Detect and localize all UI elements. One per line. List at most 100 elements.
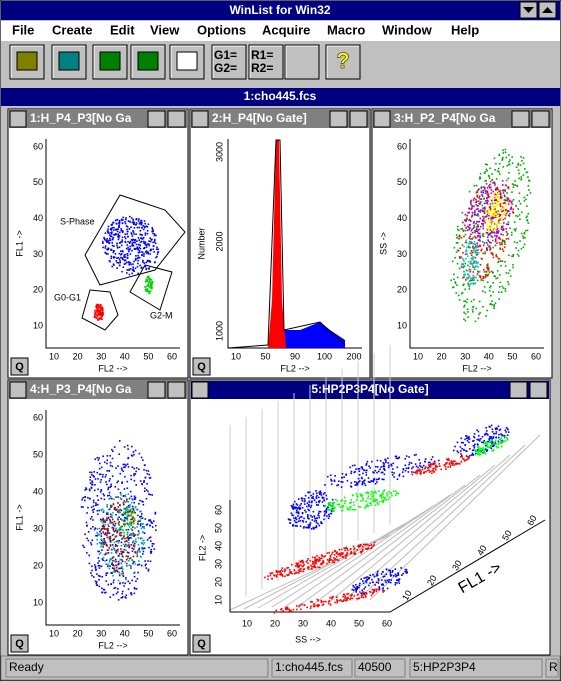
button-bevel xyxy=(326,45,359,78)
q-button[interactable] xyxy=(10,357,29,376)
dot xyxy=(489,203,492,205)
panel-menu-box[interactable] xyxy=(191,110,209,128)
dot xyxy=(495,210,498,213)
dot xyxy=(506,192,508,194)
panel-menu-box[interactable] xyxy=(373,110,391,128)
dot xyxy=(472,262,475,265)
panel-size-button[interactable] xyxy=(147,110,166,128)
dot xyxy=(120,253,123,255)
dot xyxy=(121,590,124,593)
dot xyxy=(307,566,309,568)
dot xyxy=(106,527,109,530)
y-tick-label: 40 xyxy=(213,541,223,551)
dot xyxy=(364,596,367,598)
dot xyxy=(380,471,383,474)
toolbar-button[interactable] xyxy=(248,44,284,80)
toolbar-button[interactable] xyxy=(211,44,247,80)
dot xyxy=(461,455,463,458)
dot xyxy=(111,238,114,241)
dot xyxy=(500,197,502,200)
dot xyxy=(496,203,499,205)
dot xyxy=(471,215,473,217)
dot xyxy=(495,445,498,448)
dot xyxy=(80,506,83,508)
menu-item[interactable]: Edit xyxy=(110,22,135,37)
dot xyxy=(119,558,121,561)
dot xyxy=(142,550,145,553)
panel-menu-box[interactable] xyxy=(9,110,27,128)
dot xyxy=(376,459,379,462)
dot xyxy=(103,236,105,239)
toolbar-button[interactable] xyxy=(325,44,361,80)
panel-size-button[interactable] xyxy=(349,110,368,128)
dot xyxy=(342,505,345,507)
dot xyxy=(118,539,120,542)
dot xyxy=(468,265,471,268)
dot xyxy=(365,506,367,508)
dot xyxy=(466,437,469,439)
dot xyxy=(127,220,130,222)
menu-item[interactable]: Macro xyxy=(327,22,365,37)
dot xyxy=(312,603,315,605)
dot xyxy=(484,444,487,447)
panel-menu-box[interactable] xyxy=(191,381,209,399)
panel-size-button[interactable] xyxy=(529,381,548,399)
panel-size-button[interactable] xyxy=(511,110,530,128)
dot xyxy=(467,261,470,263)
menu-item[interactable]: View xyxy=(150,22,180,37)
menu-item[interactable]: Acquire xyxy=(262,22,310,37)
dot xyxy=(478,232,481,235)
dot xyxy=(146,226,149,228)
x-tick-label: 40 xyxy=(484,351,494,361)
dot xyxy=(128,523,130,525)
dot xyxy=(124,495,127,498)
panel-size-button[interactable] xyxy=(531,110,550,128)
dot xyxy=(134,248,136,251)
q-button[interactable] xyxy=(192,357,211,376)
dot xyxy=(458,235,461,238)
toolbar-button[interactable] xyxy=(284,44,320,80)
dot xyxy=(464,250,467,253)
menu-item[interactable]: Help xyxy=(451,22,479,37)
dot xyxy=(120,567,123,569)
dot xyxy=(123,500,125,502)
dot xyxy=(114,233,117,235)
dot xyxy=(505,212,508,215)
dot xyxy=(119,567,122,570)
dot xyxy=(511,156,513,158)
menu-item[interactable]: File xyxy=(12,22,34,37)
dot xyxy=(107,247,110,250)
dot xyxy=(141,234,143,236)
panel-menu-box[interactable] xyxy=(9,381,27,399)
dot xyxy=(131,249,133,252)
dot xyxy=(308,566,310,568)
dot xyxy=(455,292,458,294)
dot xyxy=(463,458,465,461)
dot xyxy=(138,226,141,229)
dot xyxy=(492,444,494,446)
dot xyxy=(309,522,312,524)
q-button[interactable] xyxy=(10,634,29,653)
dot xyxy=(404,464,407,467)
panel-size-button[interactable] xyxy=(167,110,186,128)
dot xyxy=(157,248,160,251)
q-button[interactable] xyxy=(192,634,211,653)
dot xyxy=(488,437,491,440)
panel-size-button[interactable] xyxy=(147,381,166,399)
menu-item[interactable]: Options xyxy=(197,22,246,37)
dot xyxy=(143,547,146,550)
panel-size-button[interactable] xyxy=(509,381,528,399)
dot xyxy=(119,472,122,475)
menu-item[interactable]: Window xyxy=(382,22,433,37)
dot xyxy=(438,463,441,465)
dot xyxy=(518,200,521,202)
menu-item[interactable]: Create xyxy=(52,22,92,37)
dot xyxy=(140,237,142,239)
dot xyxy=(424,458,427,460)
panel-size-button[interactable] xyxy=(329,110,348,128)
dot xyxy=(370,498,372,500)
x-tick-label: 100 xyxy=(317,351,332,361)
dot xyxy=(499,189,502,192)
dot xyxy=(513,228,516,231)
panel-size-button[interactable] xyxy=(167,381,186,399)
